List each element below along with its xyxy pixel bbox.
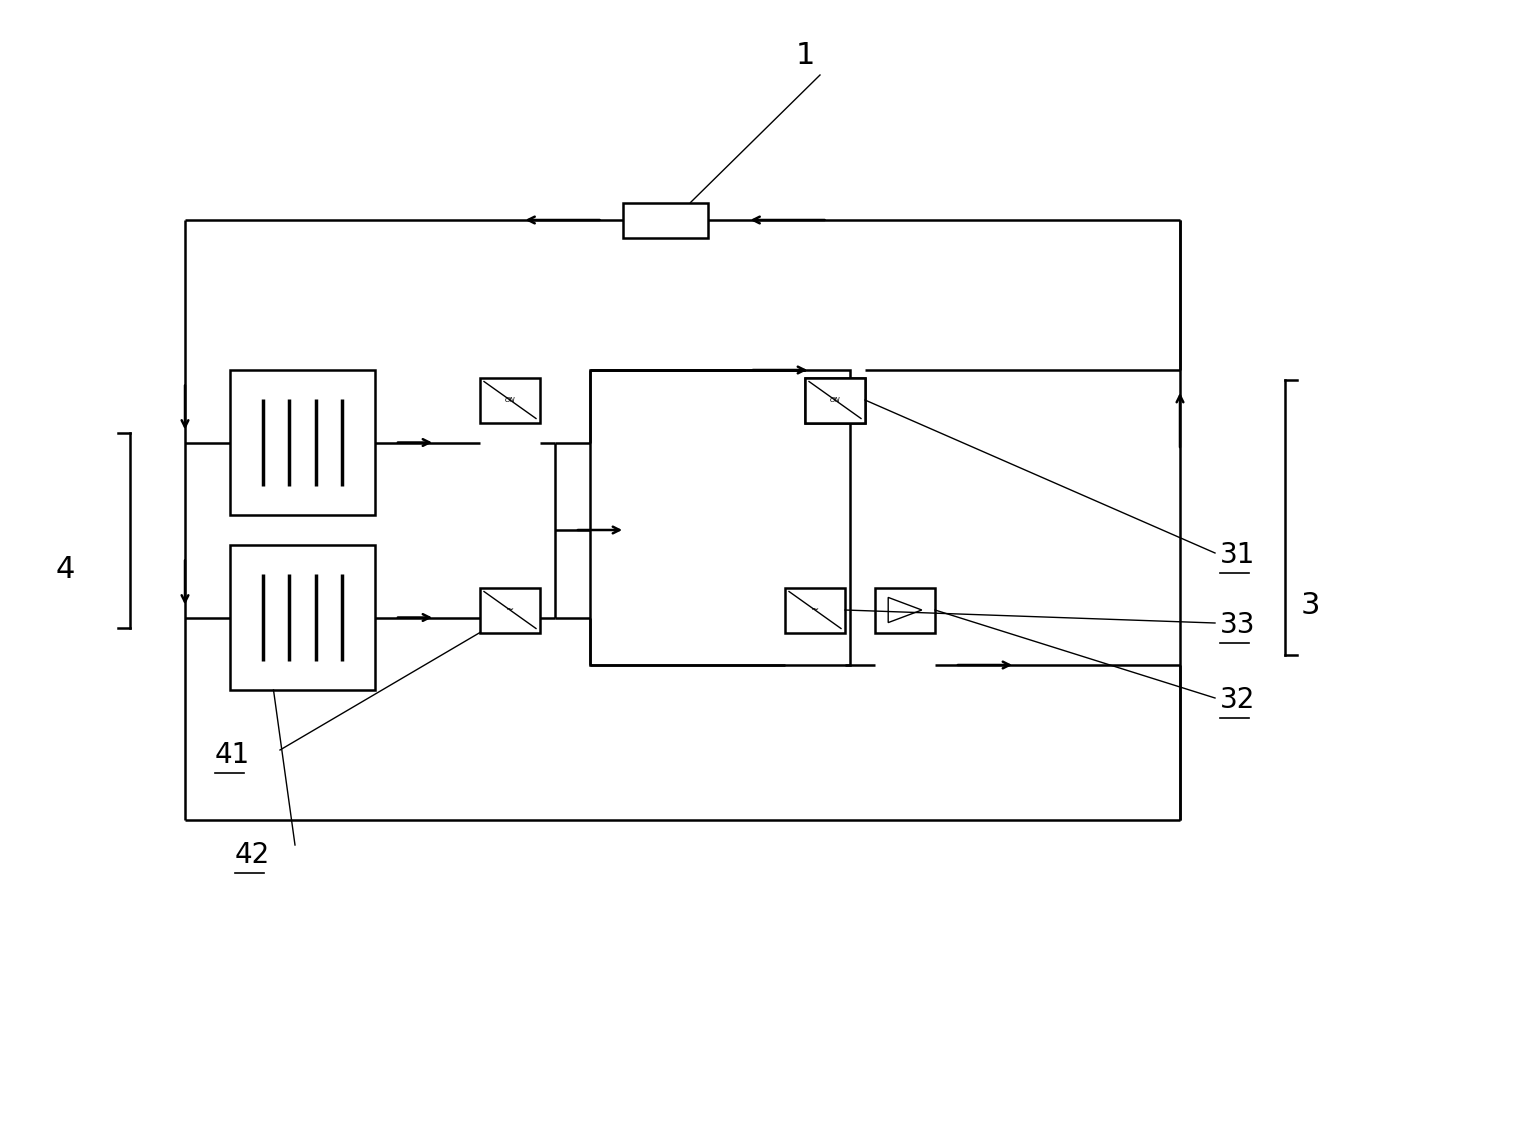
Text: ~: ~ xyxy=(507,605,514,615)
Text: ~: ~ xyxy=(810,605,819,615)
Text: ON: ON xyxy=(830,397,841,403)
Bar xyxy=(623,202,708,238)
Text: 31: 31 xyxy=(1219,541,1256,569)
Bar xyxy=(481,377,540,423)
Text: ON: ON xyxy=(505,397,516,403)
Bar xyxy=(806,377,865,423)
Text: 32: 32 xyxy=(1219,686,1256,714)
Text: 4: 4 xyxy=(55,555,75,584)
Bar xyxy=(874,588,935,632)
Bar xyxy=(230,545,375,690)
Bar xyxy=(591,370,850,665)
Bar xyxy=(784,588,845,632)
Bar xyxy=(806,377,865,423)
Text: 3: 3 xyxy=(1300,591,1320,620)
Text: 1: 1 xyxy=(795,40,815,70)
Bar xyxy=(230,370,375,515)
Bar xyxy=(481,588,540,632)
Text: 42: 42 xyxy=(235,841,270,869)
Text: 33: 33 xyxy=(1219,612,1256,639)
Text: 41: 41 xyxy=(215,741,250,769)
